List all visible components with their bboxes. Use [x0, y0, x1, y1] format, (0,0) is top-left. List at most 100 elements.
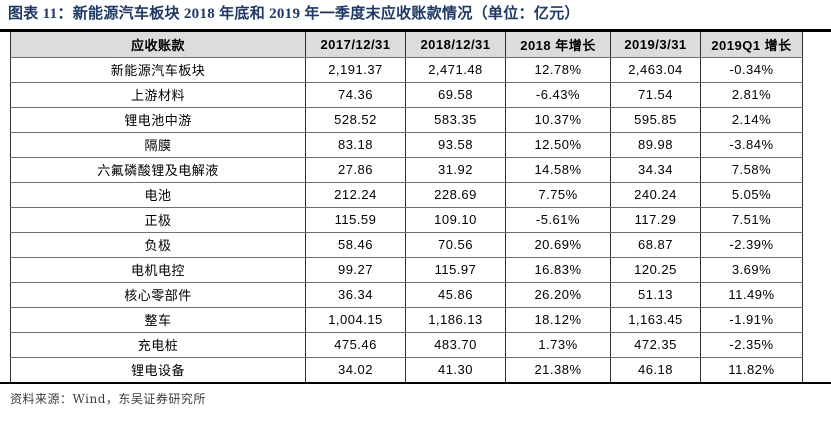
value-cell: 115.59: [305, 206, 406, 233]
table-row: 隔膜 83.18 93.58 12.50% 89.98 -3.84%: [10, 131, 803, 158]
value-cell: 7.75%: [505, 181, 611, 208]
table-row: 核心零部件 36.34 45.86 26.20% 51.13 11.49%: [10, 281, 803, 308]
table-row: 锂电池中游 528.52 583.35 10.37% 595.85 2.14%: [10, 106, 803, 133]
value-cell: 34.02: [305, 356, 406, 382]
value-cell: 1,186.13: [405, 306, 506, 333]
row-label-cell: 电池: [10, 181, 306, 208]
value-cell: 11.49%: [700, 281, 803, 308]
table-row: 电机电控 99.27 115.97 16.83% 120.25 3.69%: [10, 256, 803, 283]
row-label-cell: 电机电控: [10, 256, 306, 283]
value-cell: -2.39%: [700, 231, 803, 258]
value-cell: 45.86: [405, 281, 506, 308]
value-cell: 27.86: [305, 156, 406, 183]
value-cell: 2,463.04: [610, 56, 701, 83]
value-cell: -0.34%: [700, 56, 803, 83]
value-cell: 26.20%: [505, 281, 611, 308]
value-cell: 109.10: [405, 206, 506, 233]
col-header-2017-12-31: 2017/12/31: [305, 32, 406, 58]
value-cell: 12.78%: [505, 56, 611, 83]
row-label-cell: 负极: [10, 231, 306, 258]
value-cell: 16.83%: [505, 256, 611, 283]
value-cell: 528.52: [305, 106, 406, 133]
value-cell: 46.18: [610, 356, 701, 382]
figure-title: 图表 11：新能源汽车板块 2018 年底和 2019 年一季度末应收账款情况（…: [8, 6, 580, 22]
table-row: 六氟磷酸锂及电解液 27.86 31.92 14.58% 34.34 7.58%: [10, 156, 803, 183]
row-label-cell: 整车: [10, 306, 306, 333]
value-cell: 228.69: [405, 181, 506, 208]
row-label-cell: 锂电池中游: [10, 106, 306, 133]
value-cell: 31.92: [405, 156, 506, 183]
value-cell: 34.34: [610, 156, 701, 183]
value-cell: 475.46: [305, 331, 406, 358]
value-cell: 70.56: [405, 231, 506, 258]
col-header-2019q1-growth: 2019Q1 增长: [700, 32, 803, 58]
col-header-2019-3-31: 2019/3/31: [610, 32, 701, 58]
col-header-receivables: 应收账款: [10, 32, 306, 58]
value-cell: 483.70: [405, 331, 506, 358]
table-body: 新能源汽车板块 2,191.37 2,471.48 12.78% 2,463.04 -0.…: [10, 56, 803, 382]
bottom-rule: [0, 382, 831, 384]
value-cell: 99.27: [305, 256, 406, 283]
value-cell: 58.46: [305, 231, 406, 258]
table-row: 电池 212.24 228.69 7.75% 240.24 5.05%: [10, 181, 803, 208]
table-row: 锂电设备 34.02 41.30 21.38% 46.18 11.82%: [10, 356, 803, 382]
value-cell: 36.34: [305, 281, 406, 308]
value-cell: 3.69%: [700, 256, 803, 283]
value-cell: -1.91%: [700, 306, 803, 333]
value-cell: 595.85: [610, 106, 701, 133]
value-cell: 1.73%: [505, 331, 611, 358]
value-cell: 7.58%: [700, 156, 803, 183]
value-cell: 20.69%: [505, 231, 611, 258]
value-cell: -3.84%: [700, 131, 803, 158]
value-cell: 2,471.48: [405, 56, 506, 83]
value-cell: 10.37%: [505, 106, 611, 133]
value-cell: 21.38%: [505, 356, 611, 382]
value-cell: 18.12%: [505, 306, 611, 333]
value-cell: 69.58: [405, 81, 506, 108]
value-cell: 12.50%: [505, 131, 611, 158]
value-cell: 71.54: [610, 81, 701, 108]
value-cell: 117.29: [610, 206, 701, 233]
value-cell: -6.43%: [505, 81, 611, 108]
value-cell: 120.25: [610, 256, 701, 283]
value-cell: 14.58%: [505, 156, 611, 183]
receivables-table: 应收账款 2017/12/31 2018/12/31 2018 年增长 2019…: [10, 32, 803, 382]
value-cell: 74.36: [305, 81, 406, 108]
top-rule: [0, 29, 831, 32]
value-cell: 583.35: [405, 106, 506, 133]
value-cell: 115.97: [405, 256, 506, 283]
table-row: 上游材料 74.36 69.58 -6.43% 71.54 2.81%: [10, 81, 803, 108]
row-label-cell: 上游材料: [10, 81, 306, 108]
value-cell: -2.35%: [700, 331, 803, 358]
table-row: 充电桩 475.46 483.70 1.73% 472.35 -2.35%: [10, 331, 803, 358]
value-cell: 68.87: [610, 231, 701, 258]
source-note: 资料来源：Wind，东吴证券研究所: [10, 392, 206, 406]
value-cell: 5.05%: [700, 181, 803, 208]
table-row: 新能源汽车板块 2,191.37 2,471.48 12.78% 2,463.04 -0.…: [10, 56, 803, 83]
value-cell: 240.24: [610, 181, 701, 208]
value-cell: 51.13: [610, 281, 701, 308]
value-cell: 472.35: [610, 331, 701, 358]
value-cell: 212.24: [305, 181, 406, 208]
value-cell: 11.82%: [700, 356, 803, 382]
table-row: 正极 115.59 109.10 -5.61% 117.29 7.51%: [10, 206, 803, 233]
value-cell: 2.81%: [700, 81, 803, 108]
value-cell: 41.30: [405, 356, 506, 382]
col-header-2018-growth: 2018 年增长: [505, 32, 611, 58]
row-label-cell: 核心零部件: [10, 281, 306, 308]
value-cell: -5.61%: [505, 206, 611, 233]
value-cell: 1,163.45: [610, 306, 701, 333]
table-row: 负极 58.46 70.56 20.69% 68.87 -2.39%: [10, 231, 803, 258]
row-label-cell: 充电桩: [10, 331, 306, 358]
col-header-2018-12-31: 2018/12/31: [405, 32, 506, 58]
value-cell: 89.98: [610, 131, 701, 158]
value-cell: 83.18: [305, 131, 406, 158]
value-cell: 1,004.15: [305, 306, 406, 333]
row-label-cell: 新能源汽车板块: [10, 56, 306, 83]
value-cell: 2.14%: [700, 106, 803, 133]
row-label-cell: 正极: [10, 206, 306, 233]
value-cell: 2,191.37: [305, 56, 406, 83]
row-label-cell: 锂电设备: [10, 356, 306, 382]
table-row: 整车 1,004.15 1,186.13 18.12% 1,163.45 -1.91%: [10, 306, 803, 333]
